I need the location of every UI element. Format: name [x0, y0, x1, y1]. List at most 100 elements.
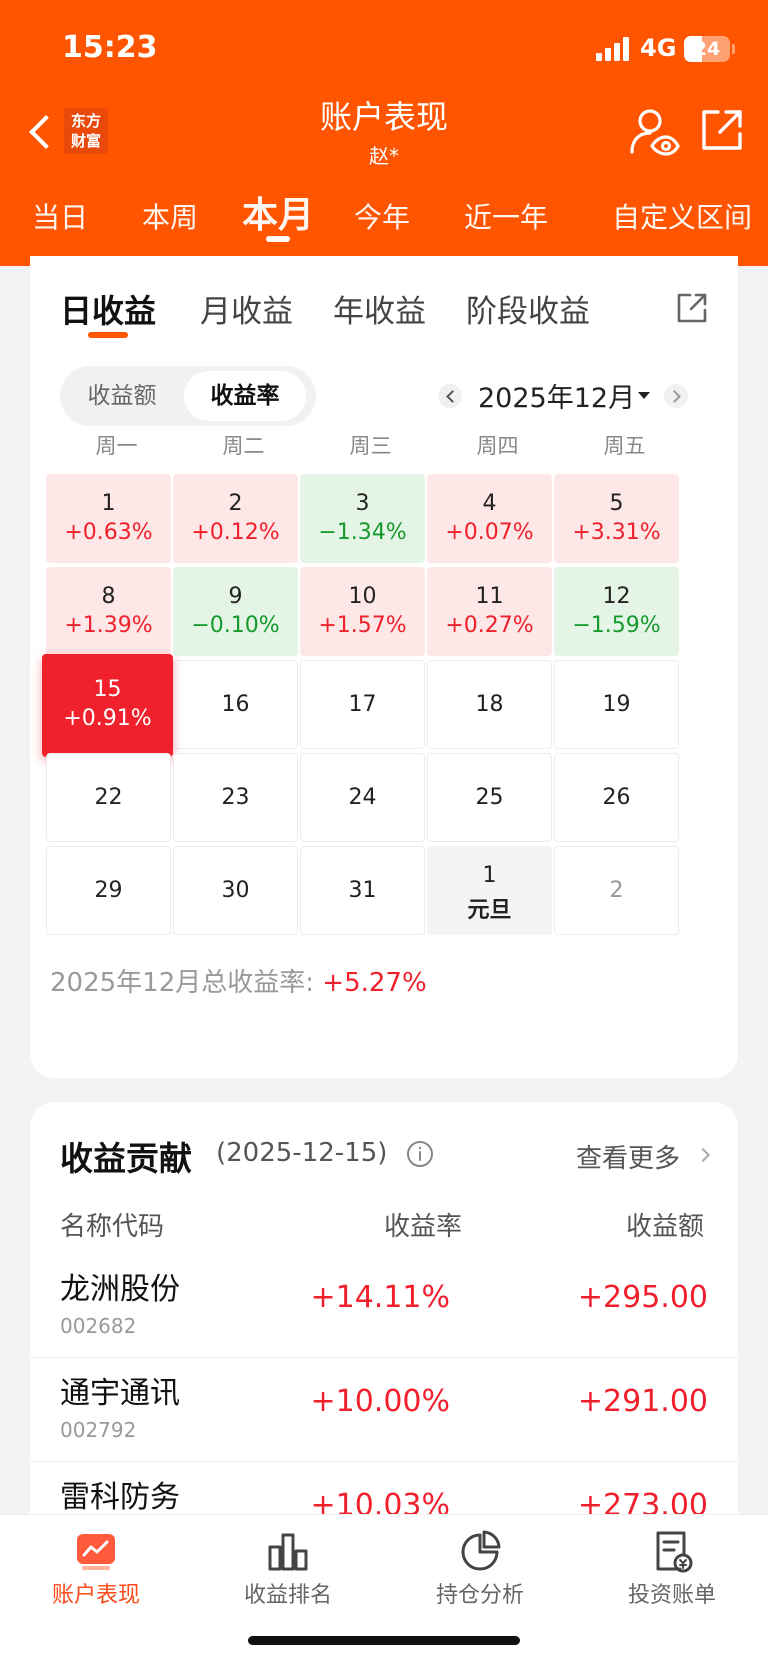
calendar-day[interactable]: 23: [173, 753, 298, 842]
account-name: 赵*: [369, 144, 399, 168]
calendar-day[interactable]: 25: [427, 753, 552, 842]
chevron-right-icon: [695, 1147, 711, 1163]
calendar-day[interactable]: 24: [300, 753, 425, 842]
day-rate: −1.59%: [572, 613, 661, 638]
privacy-view-button[interactable]: [628, 106, 680, 158]
subtab-period[interactable]: 阶段收益: [466, 294, 590, 330]
battery-icon: 24: [684, 36, 730, 62]
day-number: 22: [94, 785, 123, 810]
day-rate: −1.34%: [318, 520, 407, 545]
calendar-day[interactable]: 9 −0.10%: [173, 567, 298, 656]
bar-chart-icon: [268, 1533, 308, 1571]
view-more-link[interactable]: 查看更多: [576, 1144, 681, 1174]
stock-code: 002792: [60, 1418, 137, 1442]
day-number: 31: [348, 878, 377, 903]
day-number: 29: [94, 878, 123, 903]
day-number: 3: [355, 491, 370, 516]
table-row[interactable]: 通宇通讯 002792 +10.00% +291.00: [30, 1358, 738, 1462]
contribution-title: 收益贡献: [60, 1139, 192, 1178]
day-number: 16: [221, 692, 250, 717]
tab-custom-range[interactable]: 自定义区间: [612, 201, 753, 234]
tab-last-year[interactable]: 近一年: [464, 201, 549, 234]
nav-account-performance[interactable]: 账户表现: [0, 1529, 192, 1609]
day-number: 30: [221, 878, 250, 903]
day-rate: +0.27%: [445, 613, 534, 638]
day-number: 19: [602, 692, 631, 717]
calendar-day[interactable]: 1 +0.63%: [46, 474, 171, 563]
nav-return-ranking[interactable]: 收益排名: [192, 1529, 384, 1609]
calendar-day[interactable]: 31: [300, 846, 425, 935]
nav-label: 收益排名: [243, 1583, 332, 1608]
stock-name: 雷科防务: [60, 1480, 180, 1515]
info-icon[interactable]: [406, 1140, 434, 1168]
day-rate: +1.39%: [64, 613, 153, 638]
month-total-label: 2025年12月总收益率:: [50, 968, 315, 998]
return-contribution-card: 收益贡献 (2025-12-15) 查看更多 名称代码 收益率 收益额 龙洲股份…: [30, 1102, 738, 1522]
day-number: 2: [609, 878, 624, 903]
stock-amount: +295.00: [577, 1280, 708, 1315]
calendar-day[interactable]: 17: [300, 660, 425, 749]
subtab-yearly[interactable]: 年收益: [333, 294, 426, 330]
calendar-day-holiday[interactable]: 1 元旦: [427, 846, 552, 935]
calendar-grid: 1 +0.63% 2 +0.12% 3 −1.34% 4 +0.07% 5 +3.31% …: [42, 474, 726, 954]
status-bar: 15:23 4G 24: [0, 0, 768, 100]
weekday-header: 周四: [476, 434, 519, 458]
tab-this-year[interactable]: 今年: [354, 201, 411, 234]
calendar-day[interactable]: 22: [46, 753, 171, 842]
calendar-day[interactable]: 3 −1.34%: [300, 474, 425, 563]
calendar-day[interactable]: 4 +0.07%: [427, 474, 552, 563]
contribution-date: (2025-12-15): [216, 1138, 388, 1168]
pie-chart-icon: [461, 1530, 501, 1571]
day-number: 9: [228, 584, 243, 609]
toggle-rate[interactable]: 收益率: [184, 371, 306, 421]
caret-down-icon: [638, 392, 650, 399]
calendar-day[interactable]: 29: [46, 846, 171, 935]
calendar-day[interactable]: 2 +0.12%: [173, 474, 298, 563]
day-number: 11: [475, 584, 504, 609]
toggle-amount[interactable]: 收益额: [87, 383, 157, 409]
table-row[interactable]: 雷科防务 +10.03% +273.00: [30, 1462, 738, 1522]
day-number: 26: [602, 785, 631, 810]
day-number: 1: [101, 491, 116, 516]
subtab-daily[interactable]: 日收益: [60, 292, 157, 330]
calendar-day[interactable]: 8 +1.39%: [46, 567, 171, 656]
eastmoney-logo: 东方 财富: [64, 108, 108, 154]
share-button[interactable]: [698, 106, 750, 158]
export-button[interactable]: [674, 290, 710, 326]
nav-holding-analysis[interactable]: 持仓分析: [384, 1529, 576, 1609]
period-tabs: 当日 本周 本月 今年 近一年 自定义区间: [0, 180, 768, 260]
prev-month-button[interactable]: [438, 384, 462, 408]
calendar-day[interactable]: 18: [427, 660, 552, 749]
tab-today[interactable]: 当日: [32, 201, 89, 234]
calendar-day[interactable]: 5 +3.31%: [554, 474, 679, 563]
calendar-day[interactable]: 10 +1.57%: [300, 567, 425, 656]
calendar-day-selected[interactable]: 15 +0.91%: [42, 654, 173, 757]
next-month-button[interactable]: [664, 384, 688, 408]
network-type: 4G: [640, 34, 677, 62]
day-rate: +3.31%: [572, 520, 661, 545]
tab-this-week[interactable]: 本周: [142, 201, 199, 234]
subtab-active-indicator: [88, 332, 128, 338]
calendar-day-next-month[interactable]: 2: [554, 846, 679, 935]
col-header-rate: 收益率: [384, 1212, 463, 1242]
battery-cap: [732, 44, 735, 54]
calendar-day[interactable]: 11 +0.27%: [427, 567, 552, 656]
col-header-amount: 收益额: [626, 1212, 705, 1242]
battery-level: 24: [693, 38, 721, 60]
weekday-header: 周一: [95, 434, 138, 458]
subtab-monthly[interactable]: 月收益: [200, 294, 293, 330]
calendar-day[interactable]: 19: [554, 660, 679, 749]
calendar-day[interactable]: 16: [173, 660, 298, 749]
stock-rate: +10.00%: [310, 1384, 450, 1419]
table-row[interactable]: 龙洲股份 002682 +14.11% +295.00: [30, 1254, 738, 1358]
month-picker[interactable]: 2025年12月: [478, 383, 636, 414]
month-total-return: 2025年12月总收益率: +5.27%: [50, 962, 427, 999]
stock-code: 002682: [60, 1314, 137, 1338]
calendar-day[interactable]: 26: [554, 753, 679, 842]
calendar-day[interactable]: 30: [173, 846, 298, 935]
nav-investment-bill[interactable]: 投资账单: [576, 1529, 768, 1609]
app-header: 15:23 4G 24 东方 财富 账户表现 赵* 当日 本周: [0, 0, 768, 266]
day-rate: +1.57%: [318, 613, 407, 638]
tab-this-month[interactable]: 本月: [242, 195, 315, 236]
calendar-day[interactable]: 12 −1.59%: [554, 567, 679, 656]
